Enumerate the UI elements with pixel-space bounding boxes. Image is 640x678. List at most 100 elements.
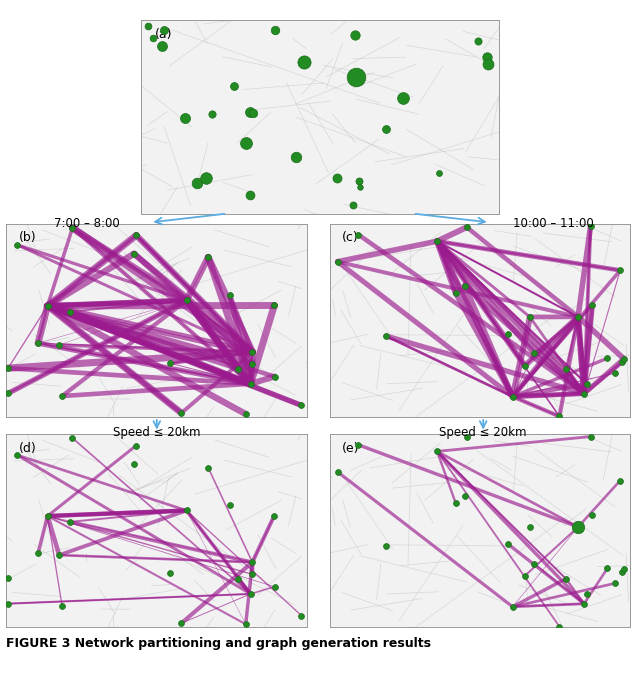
Point <box>520 570 530 581</box>
Point <box>554 621 564 632</box>
Point <box>508 601 518 612</box>
Point <box>525 312 535 323</box>
Point <box>355 181 365 192</box>
Point <box>615 475 625 486</box>
Point <box>291 152 301 163</box>
Point <box>573 521 583 532</box>
Point <box>461 222 472 233</box>
Point <box>432 446 442 457</box>
Point <box>54 340 64 351</box>
Point <box>332 466 342 477</box>
Point <box>33 548 43 559</box>
Point <box>248 108 258 119</box>
Text: Speed ≤ 20km: Speed ≤ 20km <box>113 426 200 439</box>
Point <box>247 557 257 567</box>
Point <box>164 358 175 369</box>
Point <box>191 178 202 189</box>
Point <box>472 35 483 46</box>
Point <box>67 433 77 443</box>
Point <box>602 563 612 574</box>
Point <box>247 569 257 580</box>
Point <box>12 450 22 460</box>
Point <box>588 510 598 521</box>
Point <box>579 598 589 609</box>
Point <box>12 239 22 250</box>
Point <box>617 357 627 367</box>
Point <box>529 558 539 569</box>
Point <box>381 331 391 342</box>
Point <box>609 578 620 589</box>
Point <box>353 439 364 450</box>
Point <box>461 432 472 443</box>
Point <box>3 388 13 399</box>
Point <box>483 58 493 69</box>
Point <box>602 353 612 363</box>
Point <box>33 338 43 348</box>
Point <box>482 52 492 63</box>
Point <box>232 574 243 584</box>
Point <box>148 33 158 43</box>
Point <box>157 41 167 52</box>
Point <box>131 230 141 241</box>
Point <box>67 222 77 233</box>
Point <box>503 539 513 550</box>
Point <box>503 329 513 340</box>
Point <box>432 236 442 247</box>
Point <box>582 378 592 389</box>
Point <box>296 400 307 411</box>
Point <box>201 173 211 184</box>
Point <box>579 388 589 399</box>
Point <box>348 199 358 210</box>
Point <box>225 500 235 511</box>
Point <box>245 189 255 200</box>
Text: 10:00 – 11:00: 10:00 – 11:00 <box>513 217 594 230</box>
Point <box>241 138 251 148</box>
Point <box>617 567 627 578</box>
Point <box>529 348 539 359</box>
Point <box>181 295 191 306</box>
Point <box>143 21 154 32</box>
Point <box>398 92 408 103</box>
Point <box>65 306 75 317</box>
Point <box>582 589 592 599</box>
Text: FIGURE 3 Network partitioning and graph generation results: FIGURE 3 Network partitioning and graph … <box>6 637 431 650</box>
Point <box>244 106 255 117</box>
Point <box>353 229 364 240</box>
Point <box>181 505 191 516</box>
Point <box>241 619 251 630</box>
Point <box>203 252 213 263</box>
Text: (a): (a) <box>155 28 173 41</box>
Point <box>129 458 140 469</box>
Point <box>270 24 280 35</box>
Point <box>176 618 186 629</box>
Point <box>615 265 625 276</box>
Point <box>381 541 391 552</box>
Point <box>247 346 257 357</box>
Point <box>3 598 13 609</box>
Point <box>176 407 186 418</box>
Point <box>42 511 52 521</box>
Point <box>245 589 255 599</box>
Point <box>225 290 235 300</box>
Point <box>3 363 13 374</box>
Point <box>57 601 67 612</box>
Point <box>619 353 629 364</box>
Point <box>269 581 280 592</box>
Text: (b): (b) <box>19 231 36 245</box>
Point <box>54 550 64 561</box>
Point <box>332 256 342 267</box>
Point <box>3 573 13 584</box>
Point <box>609 367 620 378</box>
Point <box>299 56 309 67</box>
Point <box>588 300 598 311</box>
Point <box>241 409 251 420</box>
Point <box>131 440 141 451</box>
Point <box>351 71 362 82</box>
Point <box>460 280 470 291</box>
Point <box>520 360 530 371</box>
Point <box>164 568 175 579</box>
Point <box>561 363 571 374</box>
Point <box>42 300 52 311</box>
Point <box>65 517 75 527</box>
Point <box>508 391 518 402</box>
